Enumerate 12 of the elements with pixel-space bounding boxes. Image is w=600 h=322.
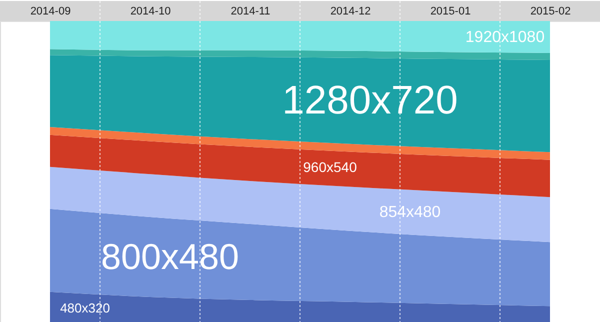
x-tick-label: 2015-02 [530, 6, 571, 18]
series-label: 480x320 [60, 300, 110, 316]
x-tick-label: 2014-11 [230, 6, 270, 18]
series-label: 1920x1080 [465, 28, 545, 46]
x-tick-label: 2014-09 [30, 6, 71, 18]
series-label: 1280x720 [282, 78, 458, 122]
series-label: 854x480 [379, 204, 441, 222]
series-label: 800x480 [100, 236, 240, 278]
series-label: 960x540 [303, 159, 358, 176]
x-tick-label: 2015-01 [430, 6, 471, 18]
x-tick-label: 2014-10 [130, 6, 171, 18]
x-tick-label: 2014-12 [330, 6, 371, 18]
